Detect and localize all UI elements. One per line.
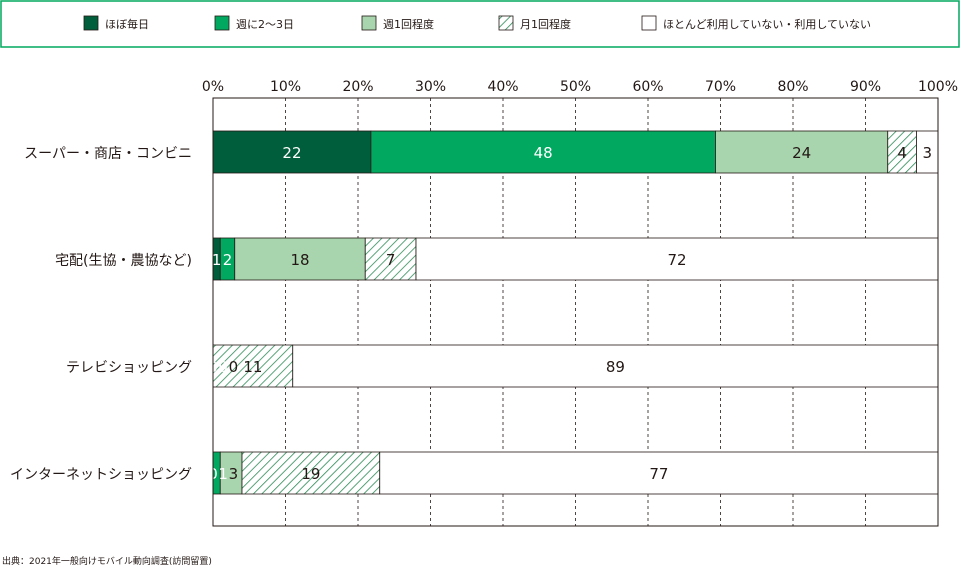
plot-border <box>212 97 939 527</box>
bar-segment <box>715 130 889 174</box>
bar-segment <box>241 451 381 495</box>
category-label: 宅配(生協・農協など) <box>55 253 192 269</box>
data-label: 22 <box>282 144 301 162</box>
bar-segment <box>364 237 417 281</box>
x-tick-label: 70% <box>705 79 736 95</box>
data-label: 19 <box>301 465 320 483</box>
x-tick-label: 80% <box>777 79 808 95</box>
data-label: 3 <box>229 465 239 483</box>
data-label: 2 <box>223 251 233 269</box>
data-label: 7 <box>386 251 396 269</box>
bar-segment <box>415 237 939 281</box>
data-label: 89 <box>606 358 625 376</box>
x-tick-label: 0% <box>202 79 224 95</box>
category-label: テレビショッピング <box>66 360 192 376</box>
data-label: 18 <box>290 251 309 269</box>
x-tick-label: 20% <box>342 79 373 95</box>
legend-label: 週1回程度 <box>383 17 434 31</box>
category-label: スーパー・商店・コンビニ <box>24 146 192 162</box>
bars: 22 48 24 4 31 2 18 7 720 0 0 11 890 1 3 19 77 <box>208 130 939 495</box>
category-label: インターネットショッピング <box>10 467 192 483</box>
bar-segment <box>370 130 716 174</box>
data-label: 3 <box>922 144 932 162</box>
legend-swatch <box>498 15 514 31</box>
data-label: 48 <box>534 144 553 162</box>
legend-label: 週に2〜3日 <box>236 18 294 31</box>
source-note: 出典：2021年一般向けモバイル動向調査(訪問留置) <box>2 555 212 567</box>
legend-swatch <box>83 15 99 31</box>
data-label: 1 <box>218 465 228 483</box>
legend-label: 月1回程度 <box>520 17 571 31</box>
data-label: 0 <box>229 358 239 376</box>
legend-swatch <box>361 15 377 31</box>
bar-segment <box>212 130 372 174</box>
legend-label: ほぼ毎日 <box>105 18 149 31</box>
x-tick-label: 100% <box>918 79 958 95</box>
bar-segment <box>234 237 366 281</box>
data-label: 72 <box>667 251 686 269</box>
x-tick-label: 50% <box>560 79 591 95</box>
legend-swatch <box>214 15 230 31</box>
x-tick-label: 10% <box>270 79 301 95</box>
data-label: 1 <box>212 251 222 269</box>
data-label: 11 <box>243 358 262 376</box>
legend: ほぼ毎日 週に2〜3日 週1回程度 月1回程度 ほとんど利用していない・利用していない <box>83 15 871 31</box>
bar-segment <box>379 451 939 495</box>
data-label: 24 <box>792 144 811 162</box>
x-tick-label: 90% <box>850 79 881 95</box>
data-label: 0 <box>218 358 228 376</box>
legend-box <box>0 0 960 48</box>
legend-swatch <box>641 15 657 31</box>
data-label: 4 <box>897 144 907 162</box>
bar-segment <box>887 130 917 174</box>
x-tick-label: 40% <box>487 79 518 95</box>
plot-frame <box>212 97 939 527</box>
x-axis-ticks: 0% 10% 20% 30% 40% 50% 60% 70% 80% 90% 100% <box>202 79 958 95</box>
data-label: 77 <box>649 465 668 483</box>
x-tick-label: 30% <box>415 79 446 95</box>
legend-label: ほとんど利用していない・利用していない <box>663 18 871 31</box>
x-tick-label: 60% <box>632 79 663 95</box>
